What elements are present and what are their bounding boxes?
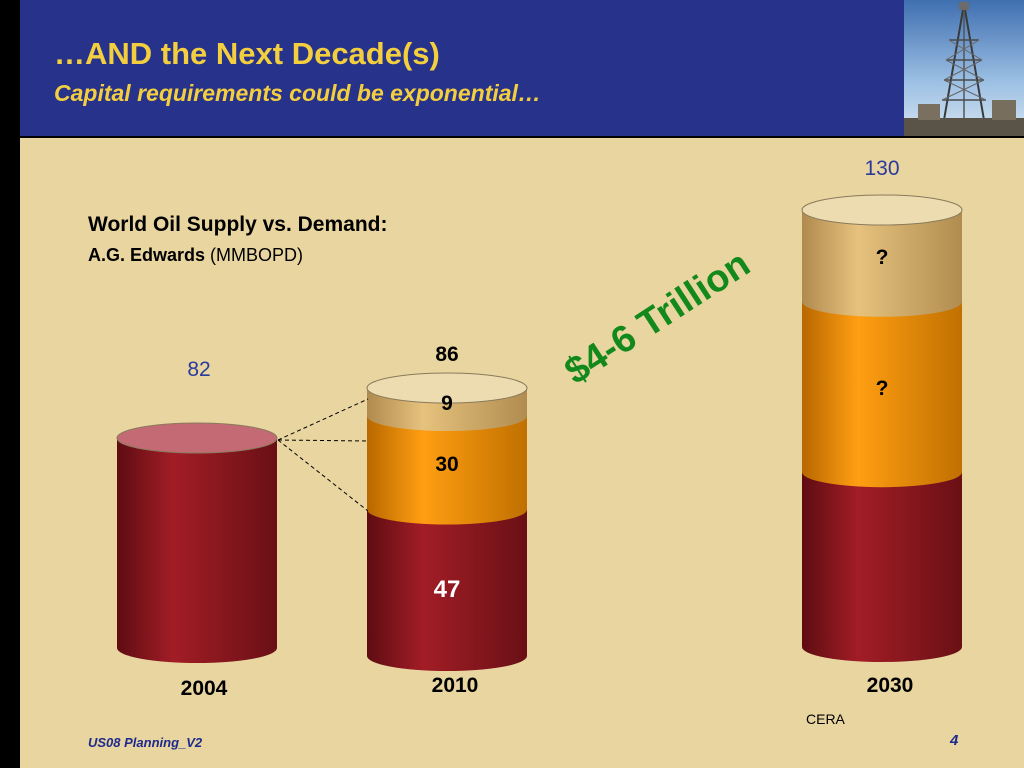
segment-label-2030-2: ? [876, 246, 889, 269]
chart-unit-label: (MMBOPD) [210, 245, 304, 265]
segment-label-2010-1: 30 [435, 453, 458, 476]
slide-header [20, 0, 904, 136]
chart-title: World Oil Supply vs. Demand: [88, 213, 388, 236]
page-number: 4 [950, 732, 959, 749]
investment-annotation: $4-6 Trillion [557, 243, 757, 393]
bar-body-2010-0 [367, 509, 527, 671]
oil-rig-photo [904, 0, 1024, 136]
footer-label: US08 Planning_V2 [88, 735, 203, 750]
bar-cap-2030 [801, 194, 963, 226]
bar-segment-2030-0 [802, 472, 962, 662]
bar-body-2030-1 [802, 301, 962, 488]
total-label-2004: 82 [187, 358, 210, 381]
category-label-2030: 2030 [867, 674, 914, 697]
bar-segment-2030-1 [802, 301, 962, 488]
slide-title: …AND the Next Decade(s) [54, 36, 440, 71]
connector-line-0 [277, 398, 369, 441]
bar-cap-2004 [116, 422, 278, 454]
header-divider [20, 136, 1024, 138]
bar-segment-2010-1 [367, 416, 527, 525]
connector-line-2 [277, 439, 369, 512]
cera-source-note: CERA [806, 711, 845, 727]
bar-body-2004-0 [117, 438, 277, 663]
slide-subtitle: Capital requirements could be exponentia… [54, 80, 541, 106]
left-black-strip [0, 0, 20, 768]
bar-segment-2030-2 [802, 210, 962, 317]
total-label-2010: 86 [435, 343, 458, 366]
total-label-2030: 130 [864, 157, 899, 180]
category-label-2010: 2010 [432, 674, 479, 697]
chart-source-line: A.G. Edwards (MMBOPD) [88, 246, 303, 264]
chart-source-label: A.G. Edwards [88, 245, 206, 265]
bar-body-2010-1 [367, 416, 527, 525]
segment-label-2010-2: 9 [441, 392, 453, 415]
bar-segment-2004-0 [117, 438, 277, 663]
category-label-2004: 2004 [181, 677, 228, 700]
segment-label-2030-1: ? [876, 377, 889, 400]
bar-cap-2010 [366, 372, 528, 404]
connector-line-1 [277, 439, 369, 442]
bar-body-2030-0 [802, 472, 962, 662]
bar-body-2030-2 [802, 210, 962, 317]
segment-label-2010-0: 47 [434, 576, 461, 603]
bar-segment-2010-0 [367, 509, 527, 671]
